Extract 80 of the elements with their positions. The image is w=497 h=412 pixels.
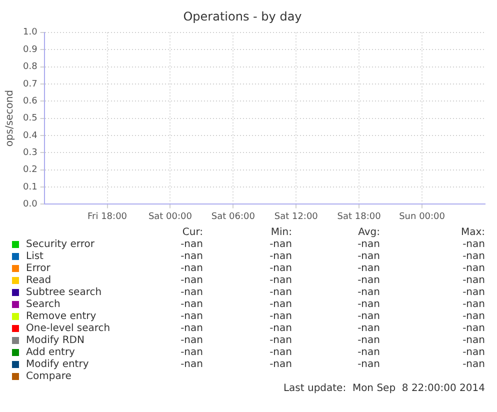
text: -nan [270, 251, 292, 263]
y-tick-label: 0.9 [22, 44, 38, 55]
y-tick-label: 0.3 [22, 148, 38, 158]
text: -nan [462, 239, 485, 251]
legend-label: List [26, 251, 44, 263]
text: -nan [270, 359, 292, 371]
y-tick-label: 0.2 [22, 165, 38, 176]
text: -nan [270, 239, 292, 251]
text: Cur: [182, 227, 203, 239]
text: Max: [460, 227, 485, 239]
x-tick-label: Sat 06:00 [211, 212, 256, 222]
text: -nan [358, 287, 380, 299]
legend-label: Error [26, 263, 50, 275]
text: Last update: Mon Sep 8 22:00:00 2014 [283, 383, 485, 395]
text: -nan [180, 263, 203, 275]
legend-label: Modify RDN [26, 335, 84, 347]
legend-label: Search [26, 299, 60, 311]
legend-label: Add entry [26, 347, 75, 359]
text: -nan [358, 299, 380, 311]
text: -nan [358, 347, 380, 359]
legend-label: One-level search [26, 323, 110, 335]
text: -nan [180, 359, 203, 371]
text: -nan [358, 359, 380, 371]
legend-label: Security error [26, 239, 94, 251]
text: Min: [270, 227, 292, 239]
text: -nan [270, 263, 292, 275]
text: -nan [462, 359, 485, 371]
text: -nan [180, 287, 203, 299]
text: -nan [462, 287, 485, 299]
text: -nan [180, 323, 203, 335]
chart-title: Operations - by day [183, 9, 302, 24]
x-tick-label: Fri 18:00 [88, 212, 128, 222]
x-tick-label: Sat 18:00 [337, 212, 382, 222]
text: -nan [270, 287, 292, 299]
legend-label: Subtree search [26, 287, 102, 299]
text: -nan [462, 335, 485, 347]
text: -nan [358, 335, 380, 347]
text: -nan [462, 299, 485, 311]
text: -nan [270, 275, 292, 287]
text: -nan [270, 347, 292, 359]
y-tick-label: 0.5 [22, 114, 38, 124]
text: -nan [180, 311, 203, 323]
text: -nan [180, 347, 203, 359]
legend-label: Read [26, 275, 52, 287]
text: -nan [270, 323, 292, 335]
text: -nan [462, 311, 485, 323]
text: -nan [358, 251, 380, 263]
y-tick-label: 0.7 [22, 79, 38, 90]
text: -nan [358, 275, 380, 287]
text: -nan [462, 323, 485, 335]
text: -nan [180, 299, 203, 311]
text: -nan [180, 239, 203, 251]
text: -nan [462, 263, 485, 275]
text: Avg: [358, 227, 380, 239]
text: -nan [270, 299, 292, 311]
x-tick-label: Sun 00:00 [399, 212, 446, 222]
y-tick-label: 0.6 [22, 96, 38, 106]
text: -nan [358, 263, 380, 275]
text: -nan [462, 275, 485, 287]
legend-label: Remove entry [26, 311, 96, 323]
text: -nan [270, 311, 292, 323]
text: -nan [180, 335, 203, 347]
text: -nan [462, 251, 485, 263]
y-axis-title: ops/second [4, 90, 16, 147]
x-tick-label: Sat 12:00 [274, 212, 318, 222]
legend-label: Modify entry [26, 359, 89, 371]
x-tick-label: Sat 00:00 [148, 212, 192, 222]
text: -nan [462, 347, 485, 359]
text: -nan [358, 239, 380, 251]
legend-label: Compare [26, 371, 72, 383]
y-tick-label: 0.4 [22, 130, 38, 141]
y-tick-label: 1.0 [22, 28, 38, 38]
text: -nan [180, 251, 203, 263]
y-tick-label: 0.1 [22, 182, 38, 192]
text: -nan [270, 335, 292, 347]
y-tick-label: 0.8 [22, 62, 38, 72]
text: -nan [180, 275, 203, 287]
text: -nan [358, 323, 380, 335]
y-tick-label: 0.0 [22, 200, 38, 210]
text: -nan [358, 311, 380, 323]
